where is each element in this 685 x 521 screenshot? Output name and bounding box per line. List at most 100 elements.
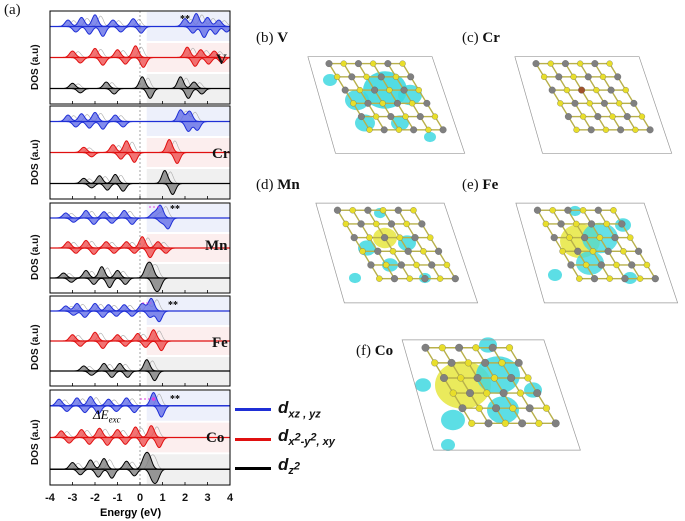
panel-label-c: (c) Cr <box>462 30 500 46</box>
sulfur-atom <box>449 389 457 397</box>
metal-atom <box>418 220 426 228</box>
sulfur-atom <box>349 207 356 214</box>
metal-atom <box>561 60 569 68</box>
legend-dz2: dz2 <box>278 455 301 478</box>
sulfur-atom <box>379 100 386 107</box>
sulfur-atom <box>396 234 404 241</box>
sulfur-atom <box>342 220 350 228</box>
metal-atom <box>600 99 608 107</box>
isosurface-lobe <box>569 205 581 217</box>
legend-line-dx2 <box>235 438 271 441</box>
metal-atom <box>623 113 631 121</box>
metal-atom <box>435 247 443 255</box>
metal-atom <box>651 275 659 283</box>
sulfur-atom <box>420 248 427 255</box>
unit-cell <box>515 202 679 304</box>
xtick: -1 <box>112 492 123 504</box>
metal-atom <box>557 220 565 228</box>
structure-mn <box>315 202 479 304</box>
metal-atom <box>564 113 572 121</box>
metal-atom <box>348 73 356 81</box>
dos-panel-fe <box>49 295 231 387</box>
sulfur-atom <box>573 220 580 228</box>
sulfur-atom <box>402 113 409 120</box>
xtick: 0 <box>136 492 144 504</box>
metal-atom <box>514 358 523 367</box>
sulfur-atom <box>464 359 472 367</box>
isosurface-lobe <box>548 269 562 281</box>
metal-atom <box>377 73 385 81</box>
metal-atom <box>473 374 482 382</box>
metal-atom <box>607 86 615 94</box>
sulfur-atom <box>431 113 439 120</box>
sulfur-atom <box>524 374 532 382</box>
sulfur-atom <box>382 261 390 269</box>
metal-atom <box>411 234 419 242</box>
sulfur-atom <box>373 220 380 228</box>
sulfur-atom <box>586 100 593 107</box>
sulfur-atom <box>468 419 476 427</box>
sulfur-atom <box>403 220 410 228</box>
metal-atom <box>374 247 382 255</box>
element-label-co: Co <box>206 430 225 446</box>
sulfur-atom <box>483 389 491 397</box>
metal-atom <box>492 404 500 413</box>
xtick: 2 <box>181 492 189 504</box>
sulfur-atom <box>498 359 506 367</box>
dos-fill-down <box>50 248 230 258</box>
sulfur-atom <box>363 73 370 80</box>
metal-atom <box>466 389 474 398</box>
sulfur-atom <box>549 207 556 214</box>
sulfur-atom <box>535 419 543 427</box>
unit-cell <box>315 202 479 304</box>
sulfur-atom <box>636 275 644 282</box>
metal-atom <box>397 261 405 269</box>
sulfur-atom <box>566 234 573 241</box>
dos-panel-cr <box>49 105 231 200</box>
unit-cell <box>514 56 673 154</box>
metal-atom <box>574 247 582 255</box>
sulfur-atom <box>472 344 480 352</box>
xtick: -4 <box>45 492 55 504</box>
metal-atom <box>481 358 490 367</box>
dos-fill-down <box>50 121 230 132</box>
sulfur-atom <box>563 87 571 94</box>
metal-atom <box>551 419 560 428</box>
metal-atom <box>407 73 415 81</box>
metal-atom <box>380 126 388 134</box>
sulfur-atom <box>579 207 587 214</box>
metal-atom <box>555 73 563 81</box>
isosurface-lobe <box>415 378 431 392</box>
metal-atom <box>367 261 375 269</box>
dos-panel-mn <box>49 202 231 294</box>
sulfur-atom <box>505 344 514 352</box>
sulfur-atom <box>589 248 597 255</box>
metal-atom <box>390 275 399 283</box>
dos-fill-down <box>50 278 230 292</box>
legend-dxz: dxz , yz <box>278 398 321 421</box>
structure-fe <box>515 202 679 304</box>
sulfur-atom <box>427 234 434 241</box>
element-label-cr: Cr <box>212 146 230 162</box>
metal-atom <box>581 234 589 242</box>
sulfur-atom <box>334 73 341 80</box>
sulfur-atom <box>359 248 366 255</box>
sulfur-atom <box>627 234 634 241</box>
sulfur-atom <box>356 87 364 94</box>
sulfur-atom <box>490 374 498 382</box>
xtick: 1 <box>159 492 166 504</box>
sulfur-atom <box>415 87 422 94</box>
dos-fill-up <box>50 298 230 311</box>
sulfur-atom <box>409 100 416 107</box>
sulfur-atom <box>431 359 439 367</box>
unit-cell <box>307 56 466 154</box>
structure-v <box>307 56 466 154</box>
legend-line-dxz <box>235 408 271 411</box>
sulfur-atom <box>425 126 432 133</box>
delta-e-sub: exc <box>108 414 121 425</box>
sulfur-atom <box>541 73 548 80</box>
sulfur-atom <box>438 344 446 352</box>
metal-atom <box>614 73 622 81</box>
sulfur-atom <box>379 207 387 214</box>
stars-fe: ** <box>168 300 178 311</box>
